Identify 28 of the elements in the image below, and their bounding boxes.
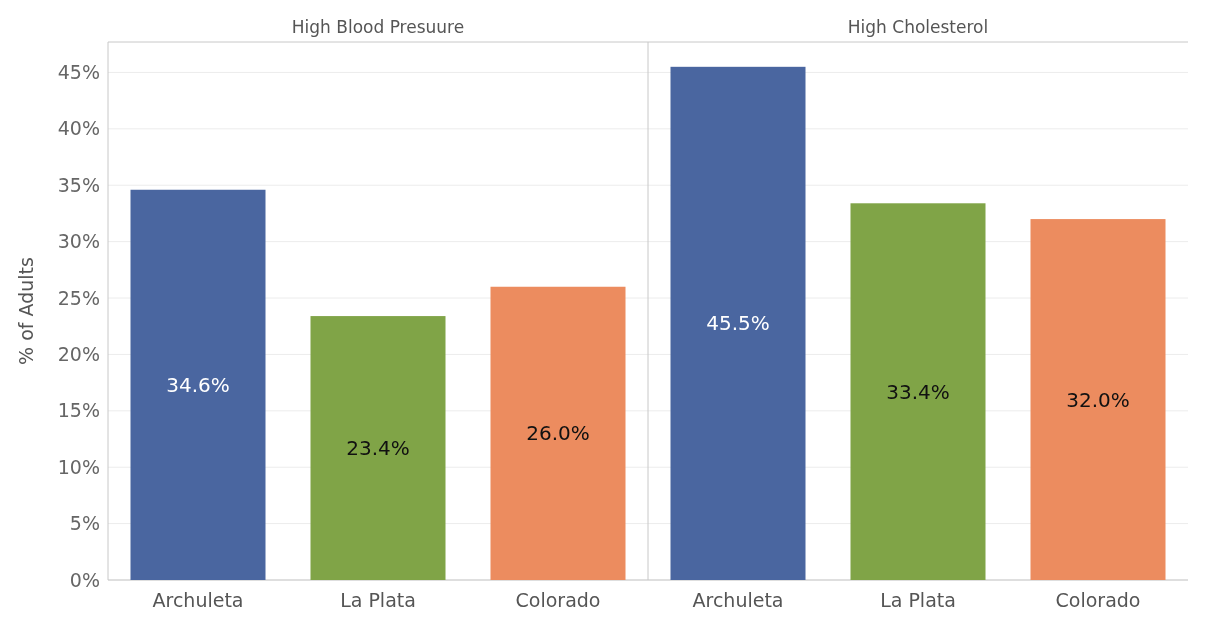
bar — [130, 189, 266, 580]
x-tick-label: Colorado — [515, 589, 601, 611]
y-axis-title: % of Adults — [15, 257, 37, 365]
y-tick-label: 15% — [57, 399, 100, 422]
y-tick-label: 40% — [57, 117, 100, 140]
data-label: 45.5% — [706, 311, 770, 336]
data-label: 32.0% — [1066, 387, 1130, 412]
y-tick-label: 5% — [69, 512, 100, 535]
y-tick-label: 25% — [57, 286, 100, 309]
x-tick-label: Archuleta — [152, 589, 244, 611]
data-label: 26.0% — [526, 421, 590, 446]
bar — [490, 286, 626, 580]
data-label: 33.4% — [886, 379, 950, 404]
y-tick-label: 10% — [57, 455, 100, 478]
y-tick-label: 35% — [57, 173, 100, 196]
y-tick-label: 30% — [57, 230, 100, 253]
x-tick-label: La Plata — [340, 589, 416, 611]
y-tick-label: 0% — [69, 568, 100, 591]
y-tick-label: 45% — [57, 61, 100, 84]
bar — [310, 316, 446, 580]
data-label: 23.4% — [346, 436, 410, 461]
x-tick-label: Archuleta — [692, 589, 784, 611]
x-tick-label: Colorado — [1055, 589, 1141, 611]
y-tick-label: 20% — [57, 343, 100, 366]
x-tick-label: La Plata — [880, 589, 956, 611]
data-label: 34.6% — [166, 372, 230, 397]
chart-title: High Cholesterol — [847, 17, 989, 37]
chart-title: High Blood Presuure — [291, 17, 465, 37]
